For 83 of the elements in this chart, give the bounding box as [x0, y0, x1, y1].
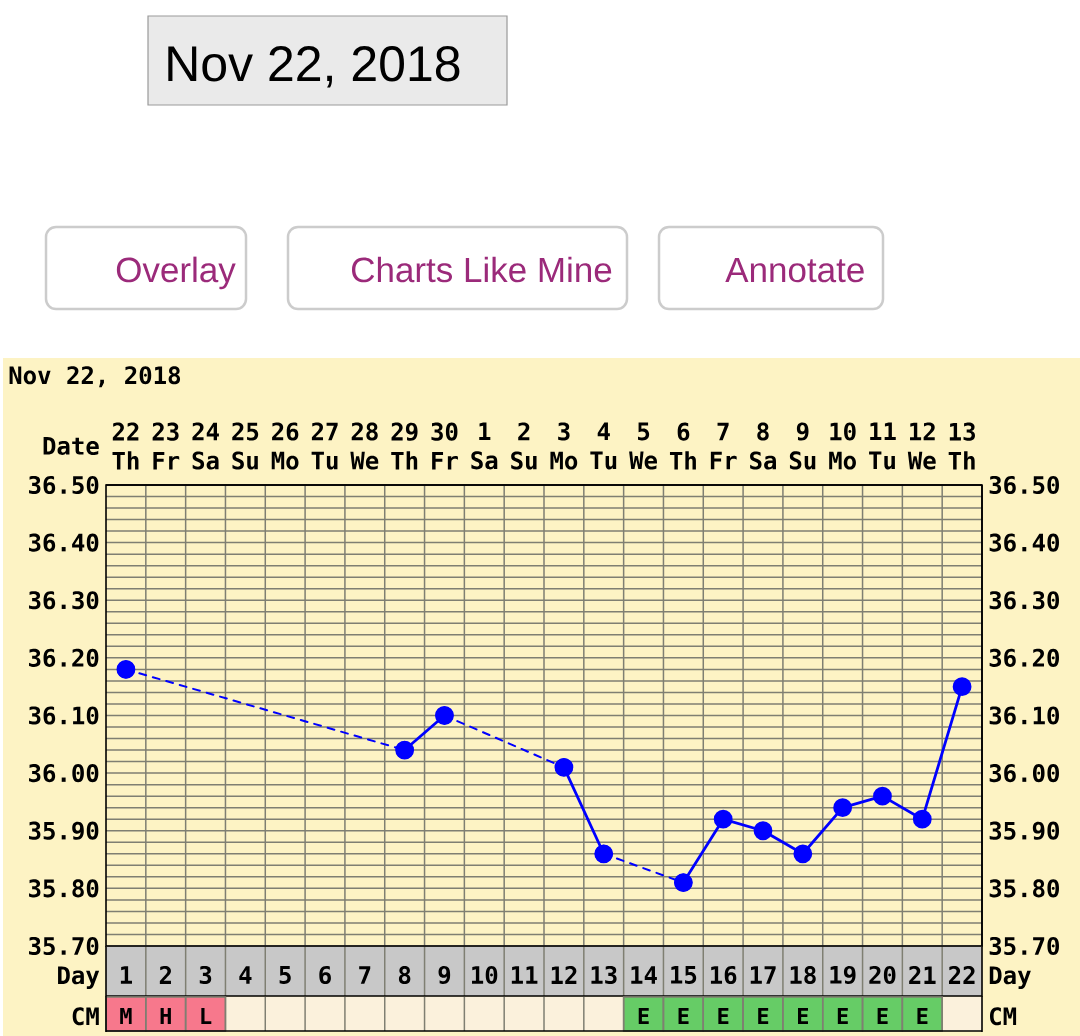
- y2-tick-label: 36.30: [989, 591, 1059, 610]
- y-tick-label: 36.30: [29, 591, 99, 610]
- category-label: M: [120, 1007, 132, 1024]
- x2-tick-label: 7 Fr: [710, 422, 737, 470]
- y-tick-label: 36.20: [29, 648, 99, 667]
- text: Nov 22, 2018: [168, 46, 460, 88]
- category-label: E: [638, 1007, 649, 1024]
- text: Day: [989, 966, 1031, 989]
- x2-tick-label: 11 Tu: [869, 422, 896, 470]
- y-tick-label: 36.10: [29, 706, 99, 725]
- x2-tick-label: 25 Su: [232, 422, 259, 470]
- x2-tick-label: 26 Mo: [271, 422, 299, 470]
- x2-tick-label: 12 We: [907, 422, 936, 470]
- x2-tick-label: 28 We: [350, 422, 379, 470]
- text: Charts Like Mine: [351, 256, 612, 283]
- x-tick-label: 6: [319, 965, 331, 985]
- x-tick-label: 5: [279, 966, 291, 984]
- y-tick-label: 35.70: [29, 936, 99, 956]
- x2-tick-label: 8 Sa: [750, 422, 776, 470]
- text: Overlay: [116, 256, 236, 290]
- x2-tick-label: 2 Su: [511, 422, 537, 470]
- y2-tick-label: 35.90: [989, 821, 1059, 840]
- x-tick-label: 22: [948, 966, 975, 984]
- x-tick-label: 8: [398, 965, 411, 985]
- x2-tick-label: 4 Tu: [590, 422, 617, 470]
- x2-tick-label: 6 Th: [669, 422, 696, 470]
- x-tick-label: 10: [472, 965, 498, 985]
- category-label: E: [678, 1007, 689, 1024]
- y2-tick-label: 36.50: [989, 475, 1059, 495]
- category-label: E: [798, 1007, 808, 1024]
- x-tick-label: 3: [199, 965, 212, 985]
- x2-tick-label: 27 Tu: [311, 422, 338, 470]
- x-tick-label: 20: [869, 965, 896, 985]
- x-tick-label: 12: [551, 966, 577, 984]
- x-tick-label: 7: [359, 966, 371, 984]
- x-axis-title: Day: [58, 966, 100, 989]
- x2-tick-label: 10 Mo: [829, 422, 856, 470]
- category-label: CM: [72, 1007, 99, 1026]
- x2-axis-title: Date: [43, 437, 99, 455]
- category-label: E: [758, 1007, 769, 1024]
- y2-tick-label: 35.70: [989, 936, 1059, 956]
- y-tick-label: 36.50: [29, 475, 99, 495]
- category-label: E: [718, 1007, 729, 1024]
- x2-tick-label: 3 Mo: [550, 422, 578, 470]
- x-tick-label: 18: [790, 965, 816, 985]
- x2-tick-label: 29 Th: [391, 422, 418, 470]
- y2-tick-label: 36.20: [989, 648, 1059, 667]
- y2-tick-label: 35.80: [989, 879, 1059, 898]
- x-tick-label: 4: [239, 966, 252, 984]
- x-tick-label: 14: [631, 966, 657, 984]
- category-label: L: [201, 1007, 212, 1024]
- x-tick-label: 19: [830, 965, 856, 985]
- y2-tick-label: 36.10: [989, 706, 1059, 725]
- y-tick-label: 36.40: [29, 533, 99, 552]
- x-tick-label: 2: [159, 966, 171, 984]
- category-label: CM: [989, 1007, 1017, 1026]
- chart-title: Nov 22, 2018: [9, 366, 181, 388]
- x-tick-label: 11: [511, 966, 538, 984]
- x-tick-label: 21: [909, 966, 936, 984]
- category-label: H: [160, 1007, 171, 1024]
- category-label: E: [917, 1007, 928, 1024]
- x-tick-label: 9: [438, 965, 451, 985]
- category-label: E: [837, 1007, 848, 1024]
- x2-tick-label: 30 Fr: [431, 422, 458, 470]
- x-tick-label: 13: [591, 965, 617, 985]
- x-tick-label: 17: [750, 966, 776, 984]
- y2-tick-label: 36.00: [989, 764, 1059, 783]
- text: Annotate: [725, 257, 864, 283]
- category-label: E: [877, 1007, 888, 1024]
- x-tick-label: 1: [120, 966, 132, 984]
- y-tick-label: 36.00: [29, 764, 99, 783]
- x2-tick-label: 1 Sa: [471, 422, 498, 470]
- x-tick-label: 16: [710, 965, 737, 985]
- x-tick-label: 15: [671, 966, 697, 984]
- x2-tick-label: 9 Su: [789, 422, 816, 470]
- y2-tick-label: 36.40: [989, 533, 1059, 552]
- x2-tick-label: 24 Sa: [192, 422, 219, 470]
- x2-tick-label: 5 We: [629, 422, 657, 470]
- x2-tick-label: 13 Th: [948, 422, 975, 470]
- y-tick-label: 35.90: [29, 821, 99, 840]
- x2-tick-label: 22 Th: [112, 422, 139, 470]
- x2-tick-label: 23 Fr: [152, 422, 180, 470]
- y-tick-label: 35.80: [29, 879, 99, 898]
